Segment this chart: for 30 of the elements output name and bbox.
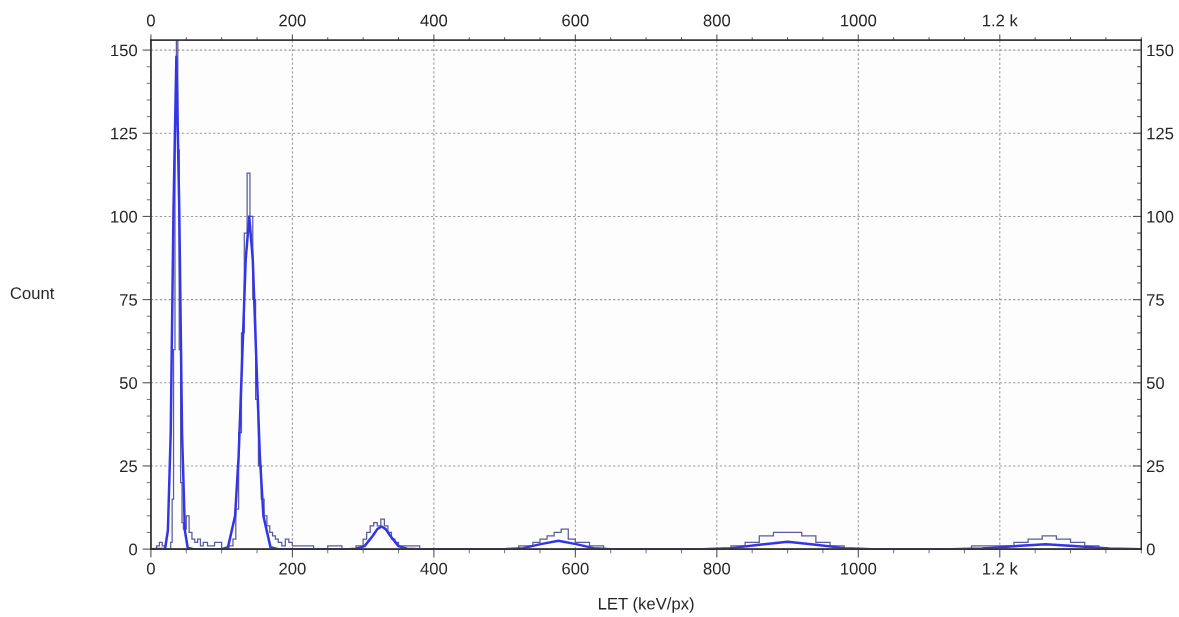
y-tick-label: 50 [119, 377, 138, 389]
y2-tick-label: 150 [1147, 44, 1174, 57]
x-tick-label: 800 [703, 562, 731, 575]
y-tick-label: 100 [111, 210, 138, 223]
x-tick-label: 400 [420, 562, 448, 575]
y-tick-label: 150 [111, 44, 138, 57]
x-tick-label: 1000 [841, 562, 877, 575]
x-axis-title: LET (keV/px) [598, 597, 694, 613]
x2-tick-label: 200 [279, 14, 306, 27]
y-axis-title: Count [10, 287, 55, 300]
x-tick-label: 600 [562, 562, 589, 575]
y2-tick-label: 100 [1147, 210, 1174, 223]
y2-tick-label: 0 [1146, 543, 1155, 556]
x-tick-label: 200 [279, 562, 306, 575]
y-tick-label: 0 [129, 543, 138, 556]
x2-tick-label: 800 [703, 14, 731, 27]
y-tick-label: 75 [120, 294, 138, 306]
y2-tick-label: 75 [1146, 294, 1164, 306]
y2-tick-label: 50 [1146, 377, 1165, 389]
y2-tick-label: 125 [1147, 127, 1174, 140]
y2-tick-label: 25 [1146, 460, 1164, 473]
x-tick-label: 1.2 k [983, 562, 1018, 575]
x2-tick-label: 0 [146, 14, 155, 27]
y-tick-label: 125 [111, 127, 138, 140]
x2-tick-label: 1000 [841, 14, 877, 27]
x2-tick-label: 600 [562, 14, 589, 27]
x2-tick-label: 400 [420, 14, 448, 27]
x2-tick-label: 1.2 k [983, 14, 1018, 27]
x-tick-label: 0 [146, 562, 155, 575]
y-tick-label: 25 [120, 460, 138, 473]
